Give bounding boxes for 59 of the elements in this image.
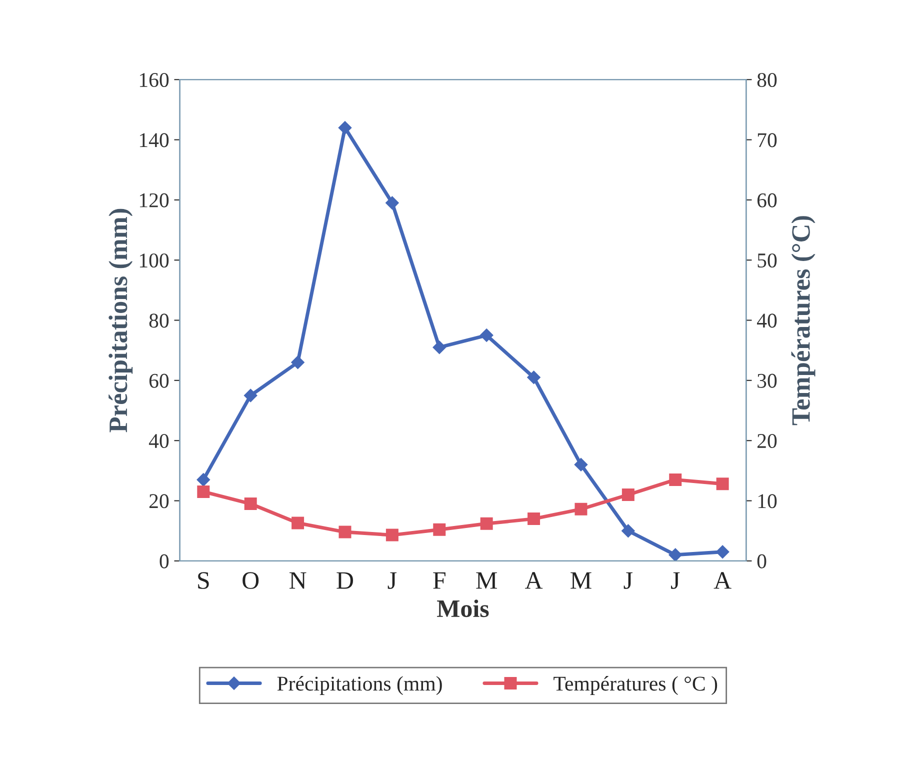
- point: [716, 478, 729, 490]
- y2-tick-label: 30: [758, 374, 777, 388]
- y2-tick-label: 80: [757, 72, 777, 88]
- point: [480, 517, 493, 530]
- y2-tick-label: 60: [757, 193, 777, 208]
- y2-axis-title: Températures (°C): [791, 216, 816, 426]
- x-tick-label: S: [198, 572, 209, 589]
- y-tick-label: 100: [140, 253, 169, 268]
- point: [244, 498, 257, 510]
- y-tick-label: 60: [149, 374, 169, 388]
- point: [527, 370, 540, 384]
- point: [574, 502, 588, 516]
- x-axis-title: Mois: [437, 600, 489, 618]
- point: [622, 524, 635, 538]
- x-tick-label: F: [433, 572, 446, 589]
- y-tick-label: 160: [140, 72, 169, 88]
- legend-label: Précipitations (mm): [277, 676, 442, 695]
- y2-tick-label: 20: [758, 434, 777, 448]
- point: [338, 121, 352, 134]
- point: [197, 485, 210, 498]
- x-tick-label: J: [388, 572, 397, 589]
- x-tick-label: D: [336, 572, 354, 589]
- y-tick-label: 120: [140, 193, 169, 208]
- point: [292, 516, 304, 530]
- point: [433, 523, 446, 536]
- x-tick-label: M: [570, 572, 592, 589]
- x-tick-label: J: [671, 572, 680, 589]
- point: [244, 388, 258, 402]
- y-axis-title: Précipitations (mm): [108, 208, 133, 432]
- x-tick-label: J: [624, 572, 633, 589]
- y2-tick-label: 50: [758, 253, 777, 268]
- y-tick-label: 140: [140, 133, 169, 148]
- x-tick-label: N: [289, 572, 306, 589]
- y-tick-label: 0: [160, 554, 169, 568]
- y2-tick-label: 10: [758, 494, 777, 508]
- point: [668, 548, 682, 561]
- point: [669, 473, 682, 486]
- point: [196, 473, 210, 486]
- y2-tick-label: 0: [757, 554, 766, 568]
- y-tick-label: 20: [149, 494, 169, 508]
- x-tick-label: A: [525, 572, 543, 589]
- y-tick-label: 80: [149, 314, 169, 328]
- point: [386, 528, 398, 542]
- point: [528, 512, 540, 526]
- x-tick-label: O: [242, 572, 259, 589]
- y2-tick-label: 70: [758, 133, 777, 148]
- x-tick-label: A: [714, 572, 732, 589]
- point: [480, 328, 494, 342]
- legend-label: Températures ( °C ): [554, 676, 718, 695]
- point: [574, 458, 588, 472]
- x-tick-label: M: [476, 572, 497, 589]
- point: [338, 526, 352, 538]
- point: [622, 488, 634, 501]
- point: [386, 196, 399, 210]
- point: [432, 340, 446, 354]
- y-tick-label: 40: [148, 434, 169, 448]
- point: [716, 545, 730, 558]
- y2-tick-label: 40: [756, 314, 777, 328]
- point: [291, 356, 304, 369]
